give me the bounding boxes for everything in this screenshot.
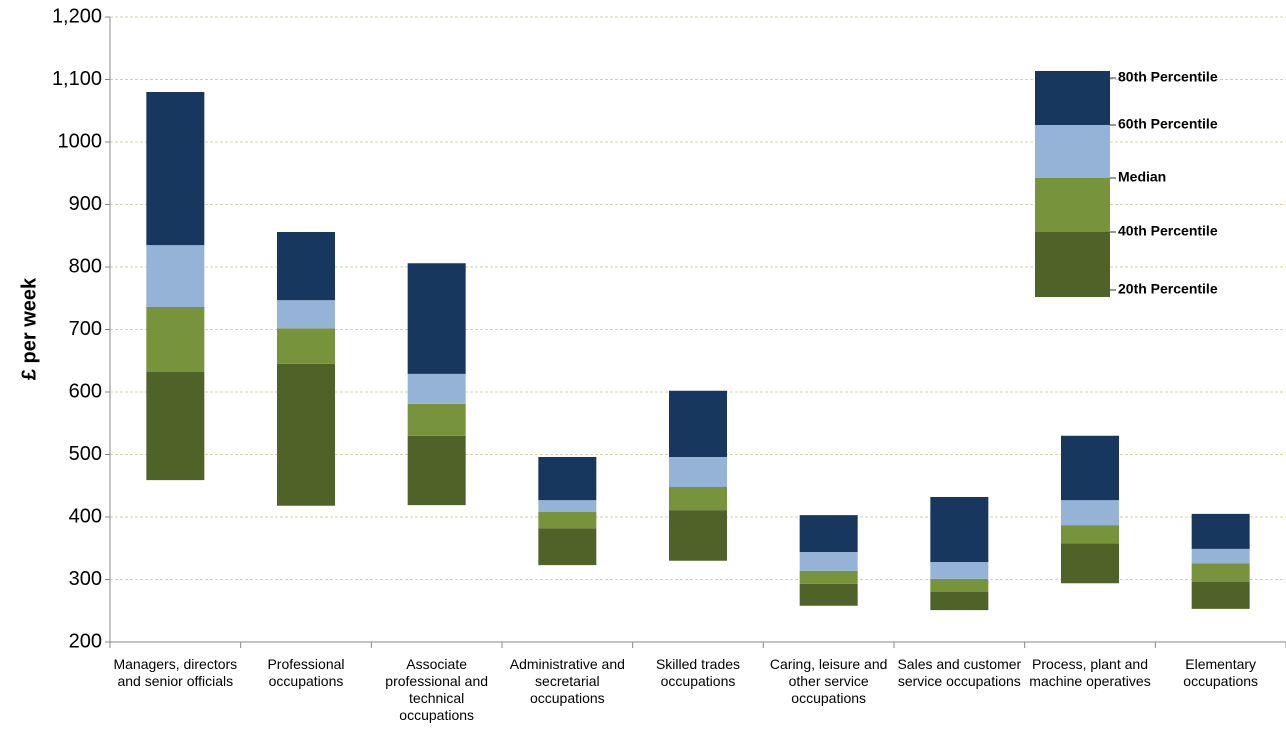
bar-segment bbox=[538, 512, 597, 529]
bar-segment bbox=[407, 435, 466, 506]
bar-segment bbox=[407, 403, 466, 436]
bar-segment bbox=[146, 372, 205, 481]
legend-label: 80th Percentile bbox=[1118, 69, 1218, 85]
y-tick-label: 1,100 bbox=[52, 68, 102, 90]
legend-swatch bbox=[1035, 232, 1110, 297]
bar-segment bbox=[1191, 582, 1250, 609]
legend-label: 20th Percentile bbox=[1118, 281, 1218, 297]
bar-segment bbox=[1061, 500, 1119, 526]
x-tick-label: Administrative and secretarial occupatio… bbox=[509, 656, 625, 706]
x-tick-label: Professional occupations bbox=[267, 656, 345, 689]
y-tick-label: 600 bbox=[69, 380, 102, 402]
y-tick-label: 1000 bbox=[58, 130, 103, 152]
bar-segment bbox=[930, 497, 989, 562]
legend-swatch bbox=[1035, 125, 1110, 178]
bar-segment bbox=[930, 578, 989, 592]
bar-segment bbox=[407, 373, 466, 404]
x-tick-label: Sales and customer service occupations bbox=[897, 656, 1022, 689]
bar-segment bbox=[1191, 563, 1250, 582]
y-tick-label: 300 bbox=[69, 568, 102, 590]
bar-segment bbox=[1191, 513, 1250, 549]
bar-segment bbox=[1191, 548, 1250, 564]
x-tick-label: Associate professional and technical occ… bbox=[385, 656, 489, 723]
legend-label: Median bbox=[1118, 169, 1166, 185]
legend-label: 40th Percentile bbox=[1118, 223, 1218, 239]
bar-segment bbox=[669, 390, 727, 457]
bar-segment bbox=[669, 487, 727, 511]
y-tick-label: 200 bbox=[69, 630, 102, 652]
bar-segment bbox=[669, 457, 727, 487]
y-axis-label: £ per week bbox=[18, 277, 40, 380]
bar-segment bbox=[146, 92, 205, 246]
bar-segment bbox=[930, 592, 989, 611]
bar-segment bbox=[538, 528, 597, 566]
bar-segment bbox=[277, 328, 335, 364]
y-tick-label: 700 bbox=[69, 318, 102, 340]
bar-segment bbox=[1061, 543, 1119, 584]
bar-segment bbox=[669, 510, 727, 561]
x-tick-label: Elementary occupations bbox=[1183, 656, 1259, 689]
bar-segment bbox=[146, 245, 205, 307]
bar-segment bbox=[538, 457, 597, 501]
x-tick-label: Process, plant and machine operatives bbox=[1029, 656, 1151, 689]
bar-segment bbox=[1061, 435, 1119, 501]
bar-segment bbox=[407, 263, 466, 374]
bar-segment bbox=[277, 363, 335, 506]
x-tick-label: Skilled trades occupations bbox=[655, 656, 741, 689]
y-tick-label: 400 bbox=[69, 505, 102, 527]
bar-segment bbox=[277, 300, 335, 329]
x-tick-label: Managers, directors and senior officials bbox=[113, 656, 238, 689]
legend-swatch bbox=[1035, 178, 1110, 232]
bar-segment bbox=[799, 552, 858, 571]
bar-segment bbox=[799, 583, 858, 606]
y-tick-label: 1,200 bbox=[52, 5, 102, 27]
bar-segment bbox=[930, 562, 989, 579]
bar-segment bbox=[277, 232, 335, 301]
x-tick-label: Caring, leisure and other service occupa… bbox=[769, 656, 888, 706]
bar-segment bbox=[799, 570, 858, 584]
legend-label: 60th Percentile bbox=[1118, 116, 1218, 132]
y-tick-label: 500 bbox=[69, 443, 102, 465]
bar-segment bbox=[538, 500, 597, 512]
legend-swatch bbox=[1035, 71, 1110, 125]
y-tick-label: 800 bbox=[69, 255, 102, 277]
bar-segment bbox=[1061, 525, 1119, 544]
bar-segment bbox=[799, 515, 858, 552]
bar-segment bbox=[146, 307, 205, 372]
y-tick-label: 900 bbox=[69, 193, 102, 215]
